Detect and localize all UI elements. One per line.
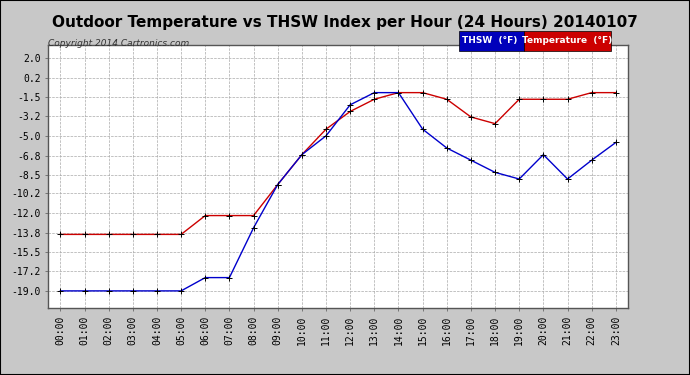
Text: THSW  (°F): THSW (°F) — [462, 36, 518, 45]
Text: Copyright 2014 Cartronics.com: Copyright 2014 Cartronics.com — [48, 39, 190, 48]
Text: Outdoor Temperature vs THSW Index per Hour (24 Hours) 20140107: Outdoor Temperature vs THSW Index per Ho… — [52, 15, 638, 30]
Text: Temperature  (°F): Temperature (°F) — [522, 36, 613, 45]
